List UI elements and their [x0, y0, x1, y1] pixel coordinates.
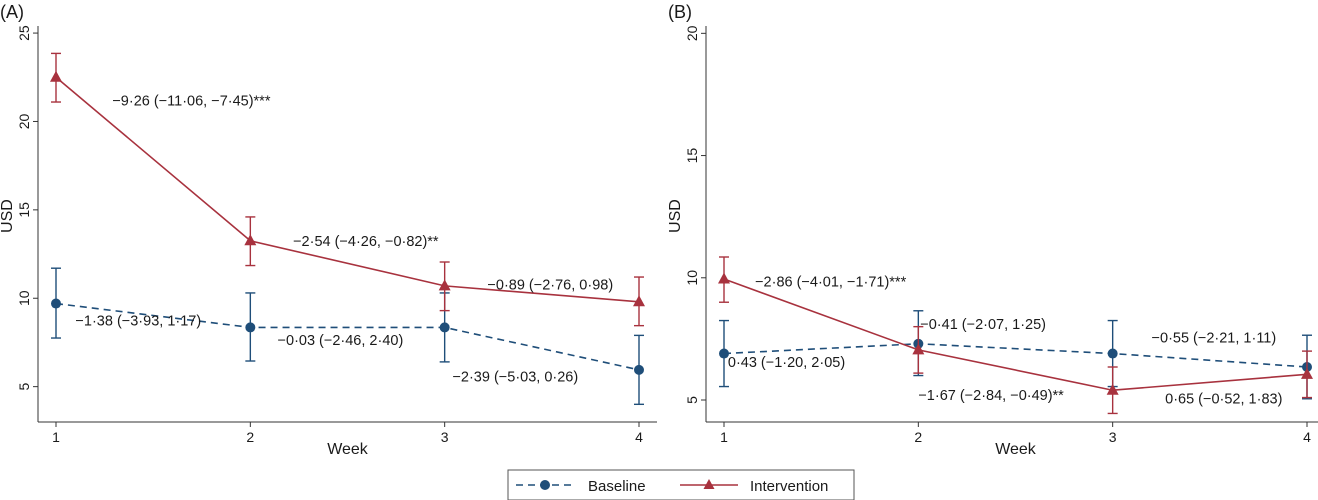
annotation: 0·43 (−1·20, 2·05): [728, 355, 845, 371]
y-tick-label: 25: [16, 25, 32, 41]
intervention-point: [438, 279, 451, 291]
annotation: −9·26 (−11·06, −7·45)***: [112, 94, 270, 110]
x-tick-label: 1: [52, 429, 60, 445]
annotation: −0·89 (−2·76, 0·98): [487, 277, 613, 293]
legend-intervention-label: Intervention: [750, 478, 828, 495]
y-tick-label: 15: [16, 202, 32, 218]
intervention-point: [244, 234, 257, 246]
y-tick-label: 5: [16, 383, 32, 391]
intervention-point: [718, 272, 730, 284]
annotation: −0·03 (−2·46, 2·40): [278, 333, 404, 349]
x-tick-label: 1: [720, 429, 728, 445]
x-tick-label: 3: [441, 429, 449, 445]
x-tick-label: 2: [914, 429, 922, 445]
baseline-point: [439, 322, 450, 333]
panel-label: (B): [668, 2, 692, 22]
legend-baseline-label: Baseline: [588, 478, 646, 495]
baseline-point: [1107, 348, 1118, 359]
annotation: −0·41 (−2·07, 1·25): [920, 317, 1046, 333]
y-tick-label: 20: [684, 25, 700, 41]
intervention-point: [912, 343, 925, 355]
annotation: −1·38 (−3·93, 1·17): [75, 314, 201, 330]
annotation: −2·54 (−4·26, −0·82)**: [293, 234, 439, 250]
intervention-line: [55, 76, 640, 303]
y-tick-label: 10: [684, 270, 700, 286]
intervention-line: [723, 278, 1308, 392]
y-axis-title: USD: [667, 199, 684, 233]
x-axis-title: Week: [327, 441, 369, 458]
annotation: −2·86 (−4·01, −1·71)***: [755, 274, 906, 290]
annotation: −0·55 (−2·21, 1·11): [1152, 331, 1277, 347]
intervention-point: [1301, 367, 1313, 379]
y-axis-title: USD: [0, 199, 16, 233]
legend-baseline-marker: [540, 480, 550, 490]
panel-b: 5 10 15 20 1 2 3 4 Week USD (B) −2·86 (−4·01, −1·71…: [667, 2, 1318, 458]
y-tick-label: 15: [684, 148, 700, 164]
intervention-point: [1106, 383, 1119, 395]
legend: Baseline Intervention: [507, 469, 855, 500]
baseline-line: [55, 302, 640, 371]
x-tick-label: 3: [1109, 429, 1117, 445]
baseline-point: [51, 298, 61, 309]
intervention-point: [50, 70, 62, 82]
x-tick-label: 4: [1303, 429, 1311, 445]
y-tick-label: 5: [684, 396, 700, 404]
annotation: −2·39 (−5·03, 0·26): [452, 369, 578, 385]
y-tick-label: 10: [16, 290, 32, 306]
baseline-point: [719, 348, 729, 359]
baseline-line: [723, 342, 1308, 368]
x-axis-title: Week: [995, 441, 1037, 458]
annotation: −1·67 (−2·84, −0·49)**: [918, 388, 1064, 404]
annotation: 0·65 (−0·52, 1·83): [1165, 392, 1282, 408]
panel-label: (A): [0, 2, 24, 22]
x-tick-label: 4: [635, 429, 643, 445]
x-tick-label: 2: [246, 429, 254, 445]
y-tick-label: 20: [16, 113, 32, 129]
baseline-point: [245, 322, 256, 333]
panel-a: 5 10 15 20 25 1 2 3 4 Week USD (A) −9·26 (−11·06, −7…: [0, 2, 657, 458]
intervention-point: [633, 295, 645, 307]
legend-intervention-marker: [703, 479, 715, 489]
baseline-point: [634, 364, 644, 375]
